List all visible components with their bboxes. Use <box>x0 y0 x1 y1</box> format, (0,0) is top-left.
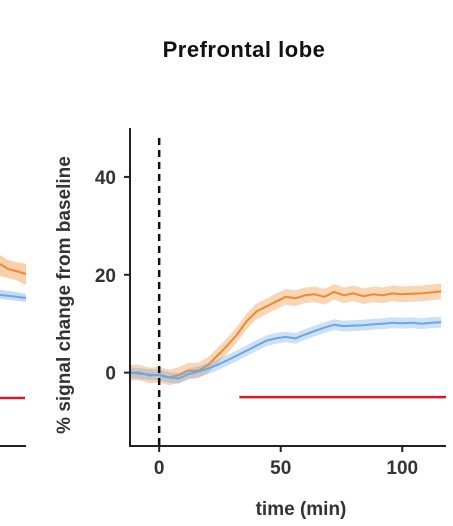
x-tick-label-50: 50 <box>270 458 291 479</box>
plot-area: 0 20 40 0 50 100 <box>95 128 446 479</box>
left-orange-line <box>0 263 27 275</box>
x-axis-label: time (min) <box>256 499 347 520</box>
blue-series <box>129 316 442 384</box>
orange-series <box>130 283 442 386</box>
blue-series-confidence-band <box>130 316 442 384</box>
chart-title: Prefrontal lobe <box>163 37 326 62</box>
y-tick-label-20: 20 <box>95 266 116 287</box>
blue-series-line <box>129 321 442 380</box>
y-tick-label-0: 0 <box>105 364 116 385</box>
y-tick-label-40: 40 <box>95 168 116 189</box>
orange-series-line <box>130 290 442 379</box>
x-tick-label-0: 0 <box>154 458 165 479</box>
y-axis-label: % signal change from baseline <box>54 156 75 434</box>
left-panel-fragment <box>0 255 27 447</box>
left-blue-line <box>0 294 27 299</box>
x-tick-label-100: 100 <box>386 458 418 479</box>
orange-series-confidence-band <box>130 283 442 386</box>
